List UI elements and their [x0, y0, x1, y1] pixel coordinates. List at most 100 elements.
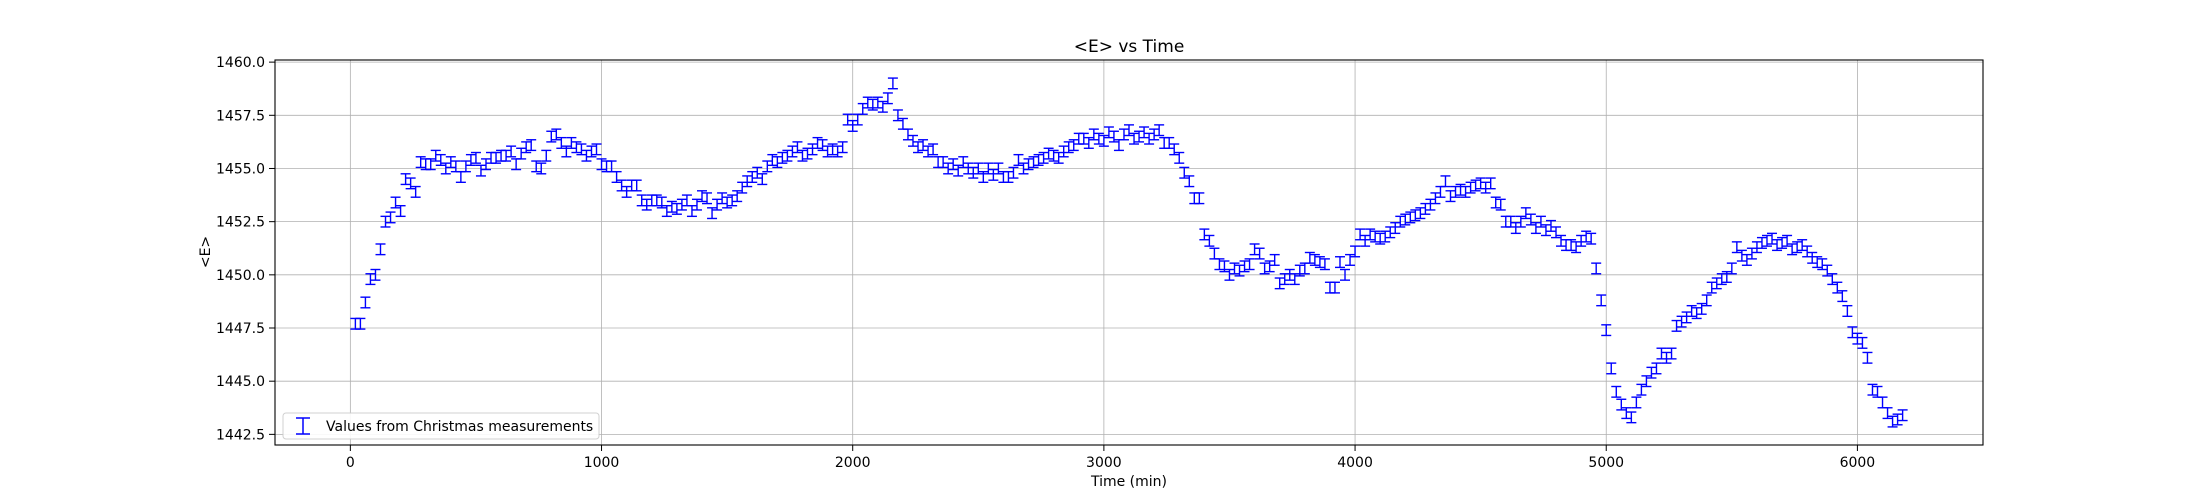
data-point	[1023, 158, 1034, 171]
data-point	[1184, 175, 1195, 188]
data-point	[1581, 230, 1592, 243]
data-point	[1169, 143, 1180, 156]
data-point	[1460, 185, 1471, 198]
data-point	[902, 128, 913, 141]
data-point	[697, 190, 707, 203]
data-point	[596, 158, 607, 171]
data-point	[541, 149, 552, 162]
data-point	[1259, 262, 1270, 275]
data-point	[727, 194, 738, 207]
data-point	[837, 141, 848, 154]
data-point	[1008, 166, 1019, 179]
chart-title: <E> vs Time	[1074, 37, 1185, 57]
data-point	[1887, 415, 1898, 428]
data-point	[521, 141, 532, 154]
data-point	[822, 145, 833, 158]
data-point	[968, 166, 979, 179]
data-point	[536, 162, 547, 175]
data-point	[1355, 228, 1366, 241]
data-point	[1234, 264, 1245, 277]
data-point	[1314, 256, 1325, 269]
data-point	[907, 134, 918, 147]
x-tick-label: 5000	[1588, 455, 1624, 471]
data-point	[465, 153, 476, 166]
data-point	[1676, 315, 1687, 328]
data-point	[1726, 262, 1737, 275]
data-point	[777, 151, 788, 164]
data-points	[350, 77, 1908, 428]
data-point	[1219, 260, 1230, 273]
data-point	[1370, 230, 1381, 243]
data-point	[707, 207, 718, 220]
data-point	[1450, 185, 1461, 198]
x-tick-label: 0	[346, 455, 355, 471]
data-point	[1822, 264, 1833, 277]
data-point	[1048, 149, 1059, 162]
data-point	[355, 317, 366, 330]
data-point	[832, 145, 843, 158]
data-point	[1792, 241, 1803, 254]
data-point	[551, 128, 562, 141]
data-point	[636, 194, 647, 207]
data-point	[1515, 215, 1526, 228]
data-point	[1480, 181, 1491, 194]
x-tick-label: 3000	[1086, 455, 1122, 471]
data-point	[1284, 268, 1295, 281]
data-point	[1767, 232, 1778, 245]
data-point	[1038, 151, 1049, 164]
data-point	[1068, 139, 1079, 152]
data-point	[435, 153, 446, 166]
data-point	[1224, 268, 1235, 281]
data-point	[1385, 226, 1396, 239]
data-point	[1520, 207, 1531, 220]
data-point	[1093, 132, 1104, 145]
data-point	[1249, 243, 1260, 256]
data-point	[918, 139, 929, 152]
data-point	[1420, 202, 1431, 215]
data-point	[1289, 273, 1300, 286]
data-point	[1571, 241, 1582, 254]
legend-box	[282, 412, 600, 440]
data-point	[1033, 153, 1044, 166]
data-point	[656, 196, 667, 209]
data-point	[867, 98, 878, 111]
data-point	[1661, 351, 1672, 364]
data-point	[1395, 215, 1406, 228]
data-point	[1756, 236, 1767, 249]
y-tick-label: 1445.0	[216, 374, 265, 390]
data-point	[1134, 130, 1145, 143]
data-point	[1164, 136, 1175, 149]
data-point	[1505, 215, 1516, 228]
data-point	[556, 136, 567, 149]
data-point	[757, 173, 768, 186]
x-axis-label: Time (min)	[1090, 474, 1167, 490]
data-point	[1103, 126, 1114, 139]
data-point	[1751, 241, 1762, 254]
data-point	[1626, 411, 1637, 424]
data-point	[1405, 211, 1416, 224]
data-point	[1053, 151, 1064, 164]
data-point	[1666, 347, 1677, 360]
data-point	[516, 147, 527, 160]
data-point	[1576, 234, 1587, 247]
data-point	[1691, 307, 1702, 320]
data-point	[717, 192, 728, 205]
data-point	[1601, 324, 1612, 337]
data-point	[812, 136, 823, 149]
data-point	[827, 143, 838, 156]
data-point	[661, 205, 672, 218]
data-point	[1415, 207, 1426, 220]
data-point	[1706, 281, 1717, 294]
data-point	[767, 153, 778, 166]
data-point	[1832, 281, 1843, 294]
data-point	[943, 162, 954, 175]
data-point	[370, 268, 381, 281]
data-point	[1239, 260, 1250, 273]
data-point	[802, 147, 813, 160]
data-point	[671, 202, 682, 215]
data-point	[566, 136, 577, 149]
data-point	[1254, 247, 1265, 260]
data-point	[546, 130, 557, 143]
data-point	[877, 100, 888, 113]
data-point	[882, 92, 893, 105]
